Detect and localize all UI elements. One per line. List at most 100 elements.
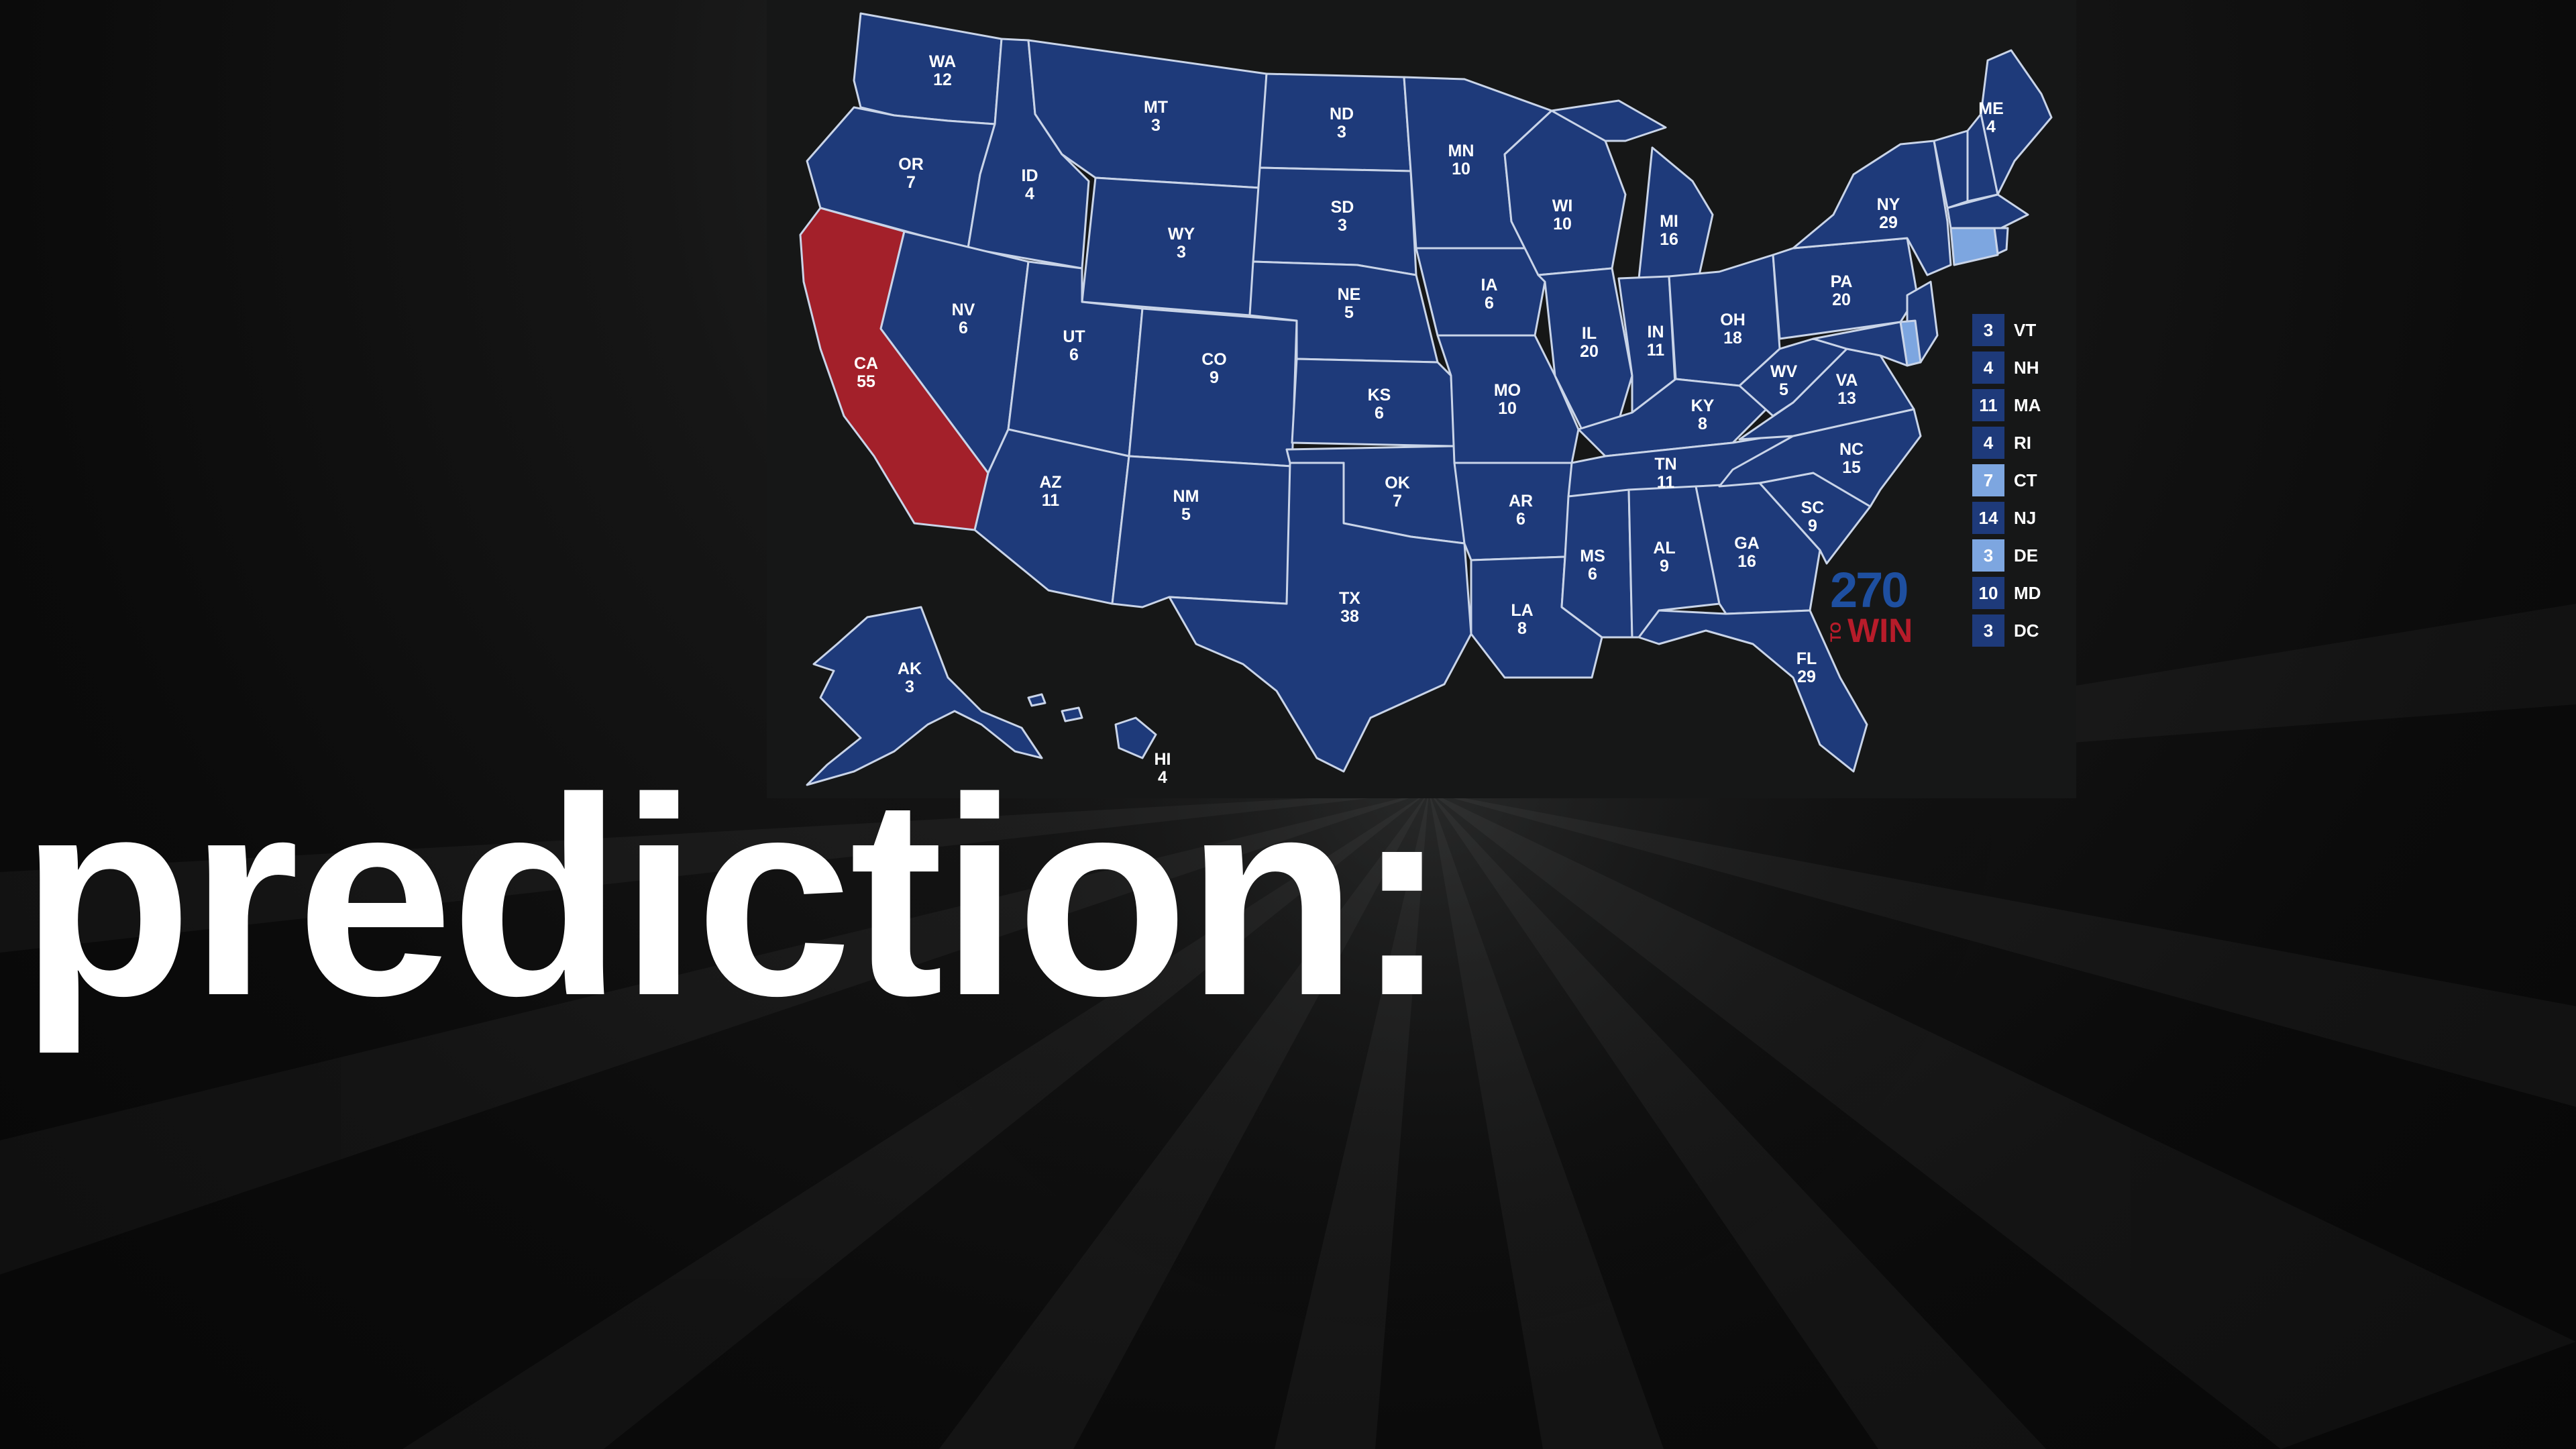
state-label-nm: NM (1173, 487, 1199, 506)
state-label-pa: PA (1831, 272, 1853, 291)
legend-abbr-vt: VT (2014, 320, 2036, 340)
state-ar (1453, 462, 1573, 561)
state-nm (1111, 455, 1293, 608)
state-ev-al: 9 (1660, 557, 1669, 576)
state-sd (1252, 166, 1417, 276)
state-label-il: IL (1582, 324, 1597, 343)
state-label-wa: WA (929, 52, 956, 71)
state-ev-ca: 55 (857, 372, 875, 391)
legend-ev-ri: 4 (1984, 433, 1994, 453)
logo-270towin: 270 TO WIN (1827, 562, 1913, 649)
legend-ev-vt: 3 (1984, 320, 1993, 340)
state-label-co: CO (1201, 350, 1227, 369)
state-label-ia: IA (1481, 276, 1498, 294)
state-ev-nv: 6 (959, 319, 968, 337)
legend-ev-ct: 7 (1984, 470, 1993, 490)
legend-ev-de: 3 (1984, 545, 1993, 566)
state-ev-nm: 5 (1181, 505, 1191, 524)
state-label-ne: NE (1338, 285, 1361, 304)
state-label-fl: FL (1796, 649, 1817, 668)
state-label-wi: WI (1552, 197, 1573, 215)
state-label-mi: MI (1660, 212, 1678, 231)
state-az (973, 428, 1130, 605)
legend-abbr-md: MD (2014, 583, 2041, 603)
state-ev-ks: 6 (1375, 404, 1384, 423)
state-fl (1638, 609, 1868, 773)
state-ev-ne: 5 (1344, 303, 1354, 322)
legend-ev-md: 10 (1979, 583, 1998, 603)
state-ev-sd: 3 (1338, 216, 1347, 235)
state-label-tn: TN (1654, 455, 1676, 474)
state-mi-upper (1550, 99, 1667, 142)
legend-abbr-ri: RI (2014, 433, 2031, 453)
state-ev-tx: 38 (1340, 607, 1359, 626)
state-ev-or: 7 (906, 173, 916, 192)
logo-win: WIN (1847, 612, 1913, 649)
state-label-tx: TX (1339, 589, 1360, 608)
state-label-al: AL (1653, 539, 1675, 557)
state-ny (1792, 140, 1952, 276)
state-ev-nd: 3 (1337, 123, 1346, 142)
state-ev-wa: 12 (933, 70, 952, 89)
state-ev-ny: 29 (1879, 213, 1898, 232)
electoral-map: WA 12 OR 7 CA 55 ID 4 NV 6 MT 3 WY 3 UT 6 AZ 11 CO 9 NM 5 ND 3 S… (767, 0, 2076, 798)
state-ev-fl: 29 (1797, 667, 1816, 686)
state-label-id: ID (1022, 166, 1038, 185)
state-ev-mn: 10 (1452, 160, 1470, 178)
state-ak (806, 606, 1043, 786)
legend-abbr-nh: NH (2014, 358, 2039, 378)
state-ct (1949, 227, 1999, 266)
state-label-ms: MS (1580, 547, 1605, 566)
state-ev-wy: 3 (1177, 243, 1186, 262)
legend-ev-nj: 14 (1979, 508, 1998, 528)
state-ev-ms: 6 (1588, 565, 1597, 584)
state-ev-az: 11 (1042, 491, 1060, 510)
state-ev-in: 11 (1647, 341, 1665, 360)
state-label-ky: KY (1691, 396, 1715, 415)
state-hi (1027, 693, 1157, 759)
state-co (1128, 307, 1298, 468)
legend-box-vt (1972, 314, 2004, 346)
state-label-ok: OK (1385, 474, 1410, 492)
state-label-me: ME (1978, 99, 2004, 118)
state-me (1980, 49, 2053, 196)
state-ev-ak: 3 (905, 678, 914, 696)
state-md (1812, 321, 1909, 367)
state-label-mt: MT (1144, 98, 1168, 117)
caption-prediction: prediction: (20, 740, 1449, 1055)
state-ev-va: 13 (1837, 389, 1856, 408)
state-ev-mo: 10 (1498, 399, 1517, 418)
state-ev-oh: 18 (1723, 329, 1742, 347)
state-ev-co: 9 (1210, 368, 1219, 387)
state-label-sc: SC (1801, 498, 1825, 517)
legend-abbr-ma: MA (2014, 395, 2041, 415)
states-layer (799, 12, 2053, 786)
state-ma (1946, 193, 2029, 229)
legend-ev-nh: 4 (1984, 358, 1994, 378)
state-label-va: VA (1836, 371, 1858, 390)
state-label-nd: ND (1330, 105, 1354, 123)
state-ev-tn: 11 (1657, 473, 1675, 492)
state-ev-mt: 3 (1151, 116, 1161, 135)
legend-ev-dc: 3 (1984, 621, 1993, 641)
legend-box-ma (1972, 389, 2004, 421)
state-tx (1168, 462, 1472, 773)
state-mo (1436, 334, 1580, 464)
state-ev-sc: 9 (1808, 517, 1817, 535)
legend-abbr-dc: DC (2014, 621, 2039, 641)
logo-to: TO (1827, 622, 1844, 642)
state-label-ar: AR (1509, 492, 1533, 511)
state-label-in: IN (1648, 323, 1664, 341)
small-states-legend: 3 VT 4 NH 11 MA 4 RI 7 CT 14 NJ 3 DE 10 MD 3 DC (1972, 314, 2041, 647)
legend-box-md (1972, 577, 2004, 609)
legend-abbr-ct: CT (2014, 470, 2037, 490)
state-label-wy: WY (1168, 225, 1195, 244)
state-ev-ia: 6 (1485, 294, 1494, 313)
state-label-sd: SD (1331, 198, 1354, 217)
state-label-ak: AK (898, 659, 922, 678)
state-label-la: LA (1511, 601, 1533, 620)
state-ev-hi: 4 (1158, 768, 1167, 787)
state-ev-nc: 15 (1842, 458, 1861, 477)
state-ev-il: 20 (1580, 342, 1599, 361)
